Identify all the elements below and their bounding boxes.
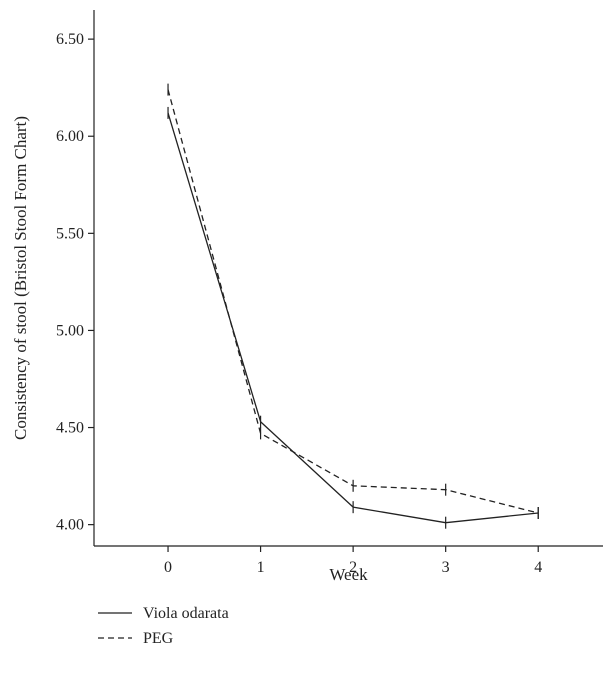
- x-tick-label: 0: [164, 559, 172, 576]
- axes: 4.00 4.50 5.00 5.50 6.00 6.50 0 1 2 3 4: [56, 10, 603, 576]
- x-tick-label: 1: [257, 559, 265, 576]
- series-1: [167, 106, 539, 529]
- series-line: [167, 89, 539, 514]
- plot-series: [167, 83, 539, 529]
- x-tick-label: 4: [534, 559, 542, 576]
- y-tick-label: 4.00: [56, 517, 84, 534]
- legend-label: PEG: [143, 630, 174, 647]
- y-tick-label: 5.50: [56, 225, 84, 242]
- y-tick-label: 5.00: [56, 322, 84, 339]
- x-tick-label: 2: [349, 559, 357, 576]
- y-axis-label: Consistency of stool (Bristol Stool Form…: [11, 116, 30, 440]
- y-tick-label: 4.50: [56, 420, 84, 437]
- x-tick-label: 3: [442, 559, 450, 576]
- y-tick-label: 6.00: [56, 128, 84, 145]
- y-tick-label: 6.50: [56, 31, 84, 48]
- legend: Viola odarata PEG: [98, 605, 229, 647]
- x-axis-label: Week: [329, 565, 368, 584]
- series-line: [167, 112, 539, 524]
- legend-label: Viola odarata: [143, 605, 229, 622]
- series-2: [167, 83, 539, 519]
